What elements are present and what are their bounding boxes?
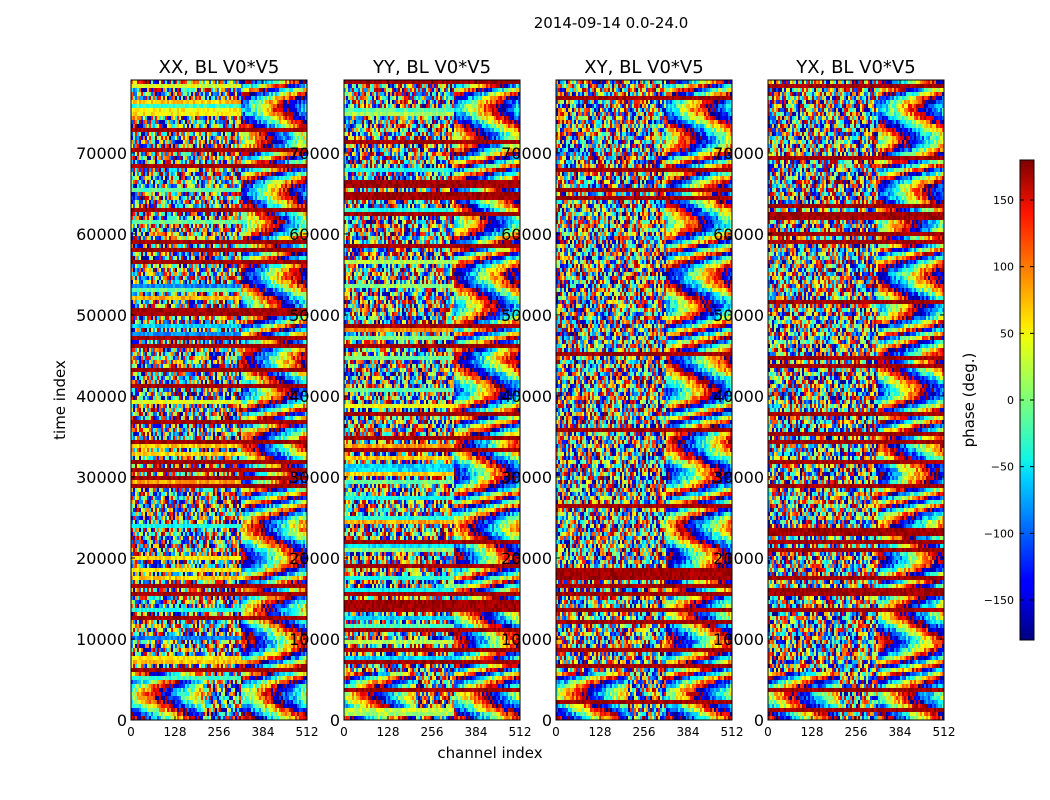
panel-1-raster bbox=[344, 80, 520, 720]
panels-group: XX, BL V0*V5 0 128 256 384 512 0 10000 20000 3000… bbox=[76, 57, 955, 739]
y-tick-label: 20000 bbox=[713, 549, 764, 568]
x-tick-label: 128 bbox=[164, 725, 187, 739]
x-axis-label: channel index bbox=[437, 744, 542, 762]
x-tick-label: 384 bbox=[465, 725, 488, 739]
y-tick-label: 40000 bbox=[501, 387, 552, 406]
y-tick-label: 50000 bbox=[713, 306, 764, 325]
panel-3-title: YX, BL V0*V5 bbox=[795, 57, 915, 78]
y-tick-label: 50000 bbox=[76, 306, 127, 325]
x-tick-label: 128 bbox=[377, 725, 400, 739]
y-tick-label: 40000 bbox=[289, 387, 340, 406]
panel-3-raster bbox=[768, 80, 944, 720]
x-tick-label: 384 bbox=[889, 725, 912, 739]
y-tick-label: 10000 bbox=[713, 630, 764, 649]
y-tick-label: 10000 bbox=[76, 630, 127, 649]
y-tick-label: 70000 bbox=[501, 144, 552, 163]
y-tick-label: 70000 bbox=[76, 144, 127, 163]
panel-2-raster bbox=[556, 80, 732, 720]
panel-3: YX, BL V0*V5 0 128 256 384 512 0 10000 20000 3000… bbox=[713, 57, 955, 739]
panel-0-title: XX, BL V0*V5 bbox=[159, 57, 280, 78]
y-tick-label: 30000 bbox=[713, 468, 764, 487]
x-tick-label: 512 bbox=[509, 725, 532, 739]
x-tick-label: 256 bbox=[633, 725, 656, 739]
x-tick-label: 512 bbox=[933, 725, 956, 739]
y-tick-label: 60000 bbox=[713, 225, 764, 244]
y-tick-label: 30000 bbox=[501, 468, 552, 487]
y-tick-label: 60000 bbox=[501, 225, 552, 244]
panel-2: XY, BL V0*V5 0 128 256 384 512 0 10000 20000 3000… bbox=[501, 57, 743, 739]
x-tick-label: 0 bbox=[552, 725, 560, 739]
y-tick-label: 0 bbox=[754, 711, 764, 730]
y-tick-label: 10000 bbox=[501, 630, 552, 649]
colorbar-label: phase (deg.) bbox=[960, 353, 978, 448]
y-tick-label: 20000 bbox=[76, 549, 127, 568]
panel-1: YY, BL V0*V5 0 128 256 384 512 0 10000 20000 3000… bbox=[289, 57, 531, 739]
colorbar-tick-label: 50 bbox=[1000, 327, 1014, 340]
x-tick-label: 128 bbox=[801, 725, 824, 739]
x-tick-label: 256 bbox=[845, 725, 868, 739]
x-tick-label: 0 bbox=[764, 725, 772, 739]
x-tick-label: 0 bbox=[127, 725, 135, 739]
y-tick-label: 70000 bbox=[289, 144, 340, 163]
x-tick-label: 512 bbox=[721, 725, 744, 739]
x-tick-label: 512 bbox=[296, 725, 319, 739]
y-tick-label: 50000 bbox=[289, 306, 340, 325]
colorbar-tick-label: −150 bbox=[984, 594, 1014, 607]
y-tick-label: 10000 bbox=[289, 630, 340, 649]
colorbar: −150 −100 −50 0 50 100 150 phase (deg.) bbox=[960, 159, 1035, 641]
x-tick-label: 0 bbox=[340, 725, 348, 739]
colorbar-tick-label: 150 bbox=[993, 194, 1014, 207]
x-tick-label: 384 bbox=[677, 725, 700, 739]
x-tick-label: 256 bbox=[208, 725, 231, 739]
y-tick-label: 20000 bbox=[501, 549, 552, 568]
y-tick-label: 0 bbox=[117, 711, 127, 730]
panel-0: XX, BL V0*V5 0 128 256 384 512 0 10000 20000 3000… bbox=[76, 57, 318, 739]
colorbar-tick-label: −100 bbox=[984, 527, 1014, 540]
panel-0-raster bbox=[131, 80, 307, 720]
colorbar-tick-label: 0 bbox=[1007, 394, 1014, 407]
colorbar-tick-label: 100 bbox=[993, 261, 1014, 274]
colorbar-ticks: −150 −100 −50 0 50 100 150 bbox=[984, 194, 1034, 607]
y-tick-label: 60000 bbox=[76, 225, 127, 244]
panel-1-title: YY, BL V0*V5 bbox=[372, 57, 491, 78]
y-tick-label: 0 bbox=[330, 711, 340, 730]
figure-title: 2014-09-14 0.0-24.0 bbox=[534, 14, 689, 32]
y-tick-label: 70000 bbox=[713, 144, 764, 163]
x-tick-label: 384 bbox=[252, 725, 275, 739]
y-tick-label: 30000 bbox=[76, 468, 127, 487]
x-tick-label: 128 bbox=[589, 725, 612, 739]
y-tick-label: 60000 bbox=[289, 225, 340, 244]
y-tick-label: 50000 bbox=[501, 306, 552, 325]
y-tick-label: 30000 bbox=[289, 468, 340, 487]
y-tick-label: 40000 bbox=[76, 387, 127, 406]
y-tick-label: 40000 bbox=[713, 387, 764, 406]
panel-2-title: XY, BL V0*V5 bbox=[584, 57, 703, 78]
x-tick-label: 256 bbox=[421, 725, 444, 739]
y-tick-label: 20000 bbox=[289, 549, 340, 568]
colorbar-tick-label: −50 bbox=[991, 461, 1014, 474]
y-tick-label: 0 bbox=[542, 711, 552, 730]
y-axis-label: time index bbox=[51, 360, 69, 440]
